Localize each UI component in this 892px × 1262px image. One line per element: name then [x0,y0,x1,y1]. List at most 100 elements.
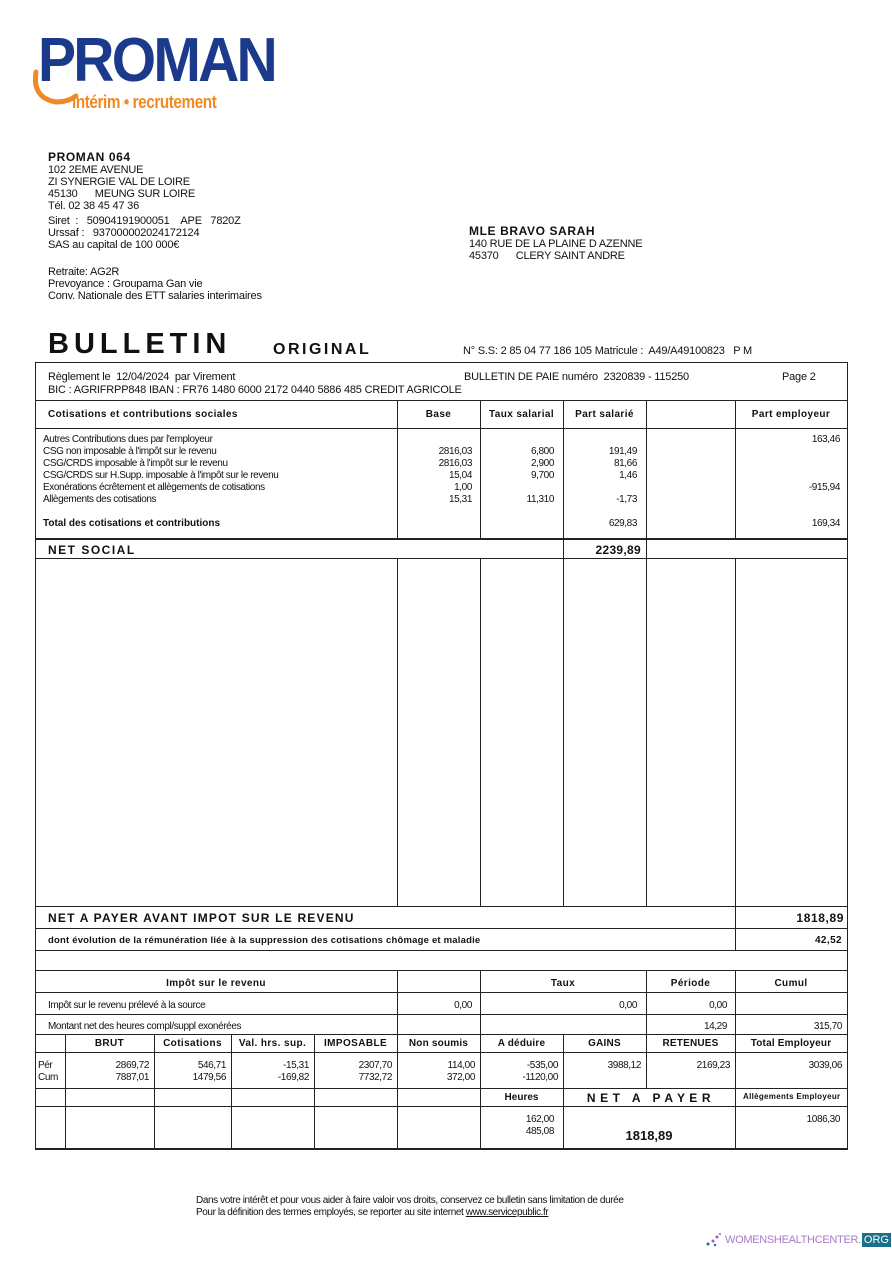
employer-line: Tél. 02 38 45 47 36 [48,200,139,212]
net-social-value: 2239,89 [595,543,641,557]
watermark: WOMENSHEALTHCENTER. ORG [705,1232,891,1248]
cotisation-label: Autres Contributions dues par l'employeu… [43,434,213,445]
net-avant-impot-value: 1818,89 [796,911,844,925]
totals-header: A déduire [497,1038,546,1049]
cotisation-label: Exonérations écrêtement et allègements d… [43,482,265,493]
employee-block: MLE BRAVO SARAH 140 RUE DE LA PLAINE D A… [469,224,643,262]
cotisation-taux: 2,900 [530,458,554,469]
cotisation-salarie: 191,49 [608,446,638,457]
cotisation-base: 15,31 [448,494,472,505]
footer-line-1: Dans votre intérêt et pour vous aider à … [196,1195,624,1206]
employer-line: ZI SYNERGIE VAL DE LOIRE [48,176,190,188]
employee-address: 140 RUE DE LA PLAINE D AZENNE [469,238,643,250]
bank-details: BIC : AGRIFRPP848 IBAN : FR76 1480 6000 … [48,384,462,396]
cotisation-taux: 11,310 [526,494,555,505]
cotisation-base: 2816,03 [438,458,473,469]
watermark-dots-icon [706,1233,721,1247]
servicepublic-link[interactable]: www.servicepublic.fr [465,1207,549,1218]
cotisation-base: 15,04 [448,470,472,481]
impot-prelev-label: Impôt sur le revenu prélevé à la source [48,1000,206,1011]
employer-extra: Prevoyance : Groupama Gan vie [48,278,203,290]
col-header-cotisations: Cotisations et contributions sociales [48,409,238,420]
totals-cum-value: 372,00 [446,1072,476,1083]
totals-cum-value: 1479,56 [192,1072,227,1083]
evolution-value: 42,52 [814,935,842,946]
net-a-payer-value: 1818,89 [625,1128,673,1143]
employee-name: MLE BRAVO SARAH [469,224,596,238]
ss-matricule: N° S.S: 2 85 04 77 186 105 Matricule : A… [463,345,752,357]
totals-per-value: 3988,12 [607,1060,642,1071]
cotisation-employeur: -915,94 [808,482,841,493]
impot-prelev-periode: 0,00 [709,1000,727,1011]
totals-header: RETENUES [662,1038,719,1049]
totals-header: IMPOSABLE [323,1038,388,1049]
totals-cum-value: 7732,72 [358,1072,393,1083]
totals-header: Non soumis [408,1038,469,1049]
cotisation-label: CSG non imposable à l'impôt sur le reven… [43,446,217,457]
cotisation-salarie: 81,66 [613,458,637,469]
logo-swoosh-icon [32,69,79,105]
cotisation-base: 2816,03 [438,446,473,457]
col-header-part-employeur: Part employeur [751,409,831,420]
impot-header-cumul: Cumul [774,978,808,989]
net-social-label: NET SOCIAL [48,543,136,557]
cotisation-label: CSG/CRDS imposable à l'impôt sur le reve… [43,458,228,469]
employer-line: Siret : 50904191900051 APE 7820Z [48,215,241,227]
evolution-label: dont évolution de la rémunération liée à… [48,935,481,946]
heures-cumul: 485,08 [525,1126,555,1137]
impot-heures-label: Montant net des heures compl/suppl exoné… [48,1021,242,1032]
cotisation-salarie: 1,46 [619,470,637,481]
net-a-payer-label: N E T A P A Y E R [586,1091,712,1105]
totals-per-value: 3039,06 [808,1060,843,1071]
employer-line: SAS au capital de 100 000€ [48,239,180,251]
bulletin-number: BULLETIN DE PAIE numéro 2320839 - 115250 [464,371,689,383]
col-header-part-salarie: Part salarié [575,409,634,420]
employee-city: 45370 CLERY SAINT ANDRE [469,250,625,262]
cotisation-salarie: -1,73 [616,494,637,505]
heures-label: Heures [504,1092,539,1103]
employer-line: 102 2EME AVENUE [48,164,144,176]
col-header-taux: Taux salarial [488,409,555,420]
totals-header: GAINS [588,1038,621,1049]
cotisation-taux: 9,700 [530,470,554,481]
cotisation-employeur: 163,46 [811,434,841,445]
impot-heures-cumul: 315,70 [813,1021,843,1032]
footer-line-2: Pour la définition des termes employés, … [196,1207,549,1219]
impot-header-taux: Taux [550,978,576,989]
totals-per-value: 2307,70 [358,1060,393,1071]
total-part-employeur: 169,34 [811,518,841,529]
employer-extra: Retraite: AG2R [48,266,120,278]
cotisation-label: Allègements des cotisations [43,494,157,505]
totals-header: Cotisations [163,1038,222,1049]
footer-line-2-text: Pour la définition des termes employés, … [196,1207,466,1218]
cum-label: Cum [38,1072,58,1083]
totals-per-value: 546,71 [197,1060,227,1071]
totals-cum-value: -169,82 [277,1072,310,1083]
document-title: BULLETIN [48,328,232,360]
totals-cum-value: -1120,00 [522,1072,558,1083]
per-label: Pér [38,1060,53,1071]
reglement: Règlement le 12/04/2024 par Virement [48,371,236,383]
logo-tagline: intérim • recrutement [72,92,217,112]
watermark-text: WOMENSHEALTHCENTER. [725,1234,861,1246]
heures-value: 162,00 [525,1114,555,1125]
col-header-base: Base [425,409,452,420]
allegements-label: Allègements Employeur [743,1092,841,1101]
cotisation-label: CSG/CRDS sur H.Supp. imposable à l'impôt… [43,470,279,481]
impot-prelev-base: 0,00 [454,1000,472,1011]
proman-logo: PROMAN intérim • recrutement [28,28,278,118]
impot-heures-periode: 14,29 [703,1021,727,1032]
totals-cum-value: 7887,01 [115,1072,150,1083]
employer-block: PROMAN 064 102 2EME AVENUE ZI SYNERGIE V… [48,150,262,302]
totals-header: Val. hrs. sup. [238,1038,307,1049]
original-label: ORIGINAL [273,341,372,358]
totals-per-value: 2169,23 [696,1060,731,1071]
total-cotisations-label: Total des cotisations et contributions [43,518,221,529]
cotisation-taux: 6,800 [530,446,554,457]
employer-extra: Conv. Nationale des ETT salaries interim… [48,290,262,302]
totals-per-value: 2869,72 [115,1060,150,1071]
impot-prelev-taux: 0,00 [619,1000,637,1011]
impot-header: Impôt sur le revenu [166,978,266,989]
net-avant-impot-label: NET A PAYER AVANT IMPOT SUR LE REVENU [48,911,355,925]
page-number: Page 2 [782,371,816,383]
